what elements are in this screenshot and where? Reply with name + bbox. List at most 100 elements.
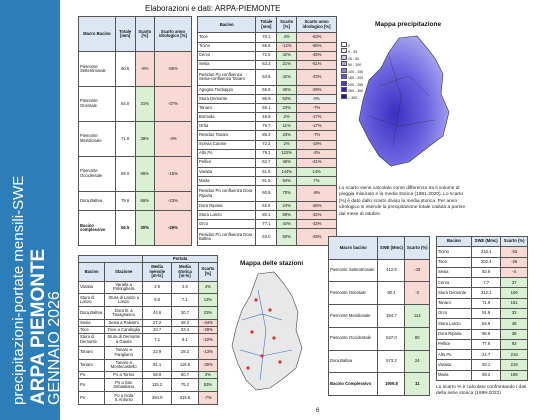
table-cell: -7% — [197, 391, 219, 405]
table-row: Sesia 63.3 21% -51% — [196, 59, 337, 70]
legend-item: 0 - 25 — [341, 48, 363, 54]
table-cell: -2 — [404, 281, 430, 306]
table-cell: Piemonte Meridionale — [327, 304, 379, 328]
table-cell: 71.9 — [471, 297, 502, 309]
table-cell: 66% — [134, 190, 155, 212]
table-cell: Piemonte Meridionale — [78, 120, 116, 157]
table-cell: 60.5 — [114, 50, 136, 87]
table-cell: -7% — [296, 130, 337, 141]
table-row: Maira 89.2 196 — [435, 369, 528, 382]
legend-swatch — [341, 74, 347, 80]
table-cell: -8% — [134, 50, 155, 87]
table-cell: 66.5 — [114, 210, 136, 246]
table-row: Stura Lanzo 84.9 46 — [435, 318, 528, 330]
table-cell: 21% — [276, 59, 298, 70]
basin-precip-table: Bacino Totale [mm] Scarto [%] Scarto anno i… — [196, 15, 337, 246]
table-cell: -21% — [296, 157, 337, 168]
table-cell: 60.8 — [255, 184, 278, 203]
table-row: Varaita Varaita a Polonghera 2.9 2.6 4% — [77, 280, 219, 295]
table-cell: 70.1 — [255, 32, 278, 43]
table-cell: Stura di Lanzo — [77, 293, 106, 308]
table-row: Tanaro 65.1 23% -7% — [196, 103, 337, 114]
legend-item: 100 - 150 — [341, 67, 363, 74]
table-cell: Piemonte Occidentale — [327, 326, 379, 351]
table-row: Dora Baltea Dora B. a Tavagnasco 44.6 30.7 2… — [77, 306, 219, 320]
table-row: Agogna Terdoppio 66.8 40% -29% — [196, 85, 337, 96]
table-cell: 4% — [276, 32, 298, 43]
table-cell: 44% — [276, 219, 298, 230]
table-cell: 84.9 — [471, 318, 502, 330]
table-cell: 64.0 — [114, 85, 136, 122]
table-cell: 82.6 — [471, 266, 502, 279]
table-cell: Bormida — [196, 112, 257, 123]
table-cell: Scrivia Curone — [196, 139, 257, 150]
table-cell: -13% — [197, 345, 219, 360]
table-row: Piemonte Occidentale 69.0 66% -16% — [78, 155, 193, 192]
table-cell: 53% — [197, 378, 219, 393]
table-cell: 7.1 — [142, 332, 173, 347]
table-row: Varaita 63.1 219 — [435, 359, 528, 371]
table-cell: 81.1 — [142, 358, 173, 373]
table-cell: 212.1 — [471, 287, 502, 299]
table-cell: 77.9 — [471, 338, 502, 351]
table-cell: 144% — [276, 166, 298, 177]
table-cell: Residuo Po confluenza Dora Baltea — [196, 228, 257, 246]
table-row: Alto Po 24.7 216 — [435, 349, 528, 361]
legend-swatch — [341, 67, 347, 73]
table-cell: -4% — [153, 120, 193, 157]
table-row: Pellice 62.7 46% -21% — [196, 157, 337, 168]
table-cell: 27.2 — [142, 318, 173, 327]
table-cell: 71.0 — [114, 120, 136, 157]
table-cell: 30.7 — [171, 306, 199, 320]
table-cell: 294.7 — [377, 304, 406, 328]
table-row: Pellice 77.9 93 — [435, 338, 528, 351]
table-row: Residuo Tanaro 85.3 23% -7% — [196, 130, 337, 141]
table-cell: Dora Baltea — [77, 306, 106, 320]
table-cell: Maira — [435, 369, 473, 382]
table-cell: -33% — [296, 219, 337, 230]
table-cell: 69% — [276, 210, 298, 221]
table-cell: -30% — [197, 358, 219, 373]
table-cell: 14% — [296, 166, 337, 177]
legend-swatch — [341, 42, 347, 47]
table-cell: Varaita a Polonghera — [104, 280, 144, 295]
table-cell: 315.6 — [171, 391, 199, 405]
table-cell: -63% — [296, 32, 337, 43]
table-cell: Toce — [435, 256, 473, 268]
table-cell: 60% — [276, 228, 298, 246]
table-cell: 8.0 — [142, 293, 173, 308]
table-cell: -44% — [197, 318, 219, 327]
table-row: Ticino 210.4 -53 — [435, 246, 528, 258]
precip-map-graphic — [358, 35, 450, 167]
table-cell: -23% — [296, 68, 337, 87]
table-cell: 66.8 — [255, 85, 278, 96]
macro-precip-table: Macro Bacino Totale [mm] Scarto [%] Scarto … — [78, 16, 193, 246]
table-header-cell: Totale [mm] — [114, 16, 136, 52]
table-cell: 56.9 — [255, 41, 278, 52]
table-row: Residuo Po confluenza Dora Riparia 60.8 70… — [196, 184, 337, 203]
table-cell: 91.9 — [471, 307, 502, 320]
table-row: Po Po a San Sebastiano 115.2 75.2 53% — [77, 378, 219, 393]
table-row: Piemonte Occidentale 537.0 80 — [327, 326, 430, 351]
table-header-cell: Macro bacino — [327, 236, 379, 260]
table-cell: 52.6 — [255, 201, 278, 212]
table-cell: 210.4 — [471, 246, 502, 258]
table-cell: Piemonte Orientale — [327, 281, 379, 306]
table-cell: 46% — [276, 157, 298, 168]
table-row: Maira 81.5 94% 7% — [196, 175, 337, 186]
table-cell: Sesia — [435, 266, 473, 279]
table-cell: 537.0 — [377, 326, 406, 351]
swe-macro-table: Macro bacino SWE (Mmc) Scarto (%) Piemonte … — [327, 236, 430, 396]
table-cell: Tanaro — [196, 103, 257, 114]
table-cell: 2.9 — [142, 280, 173, 295]
table-row: Stura di Lanzo Stura di Lanzo a Lanzo 8.0 7… — [77, 293, 219, 308]
table-header-row: Bacino SWE (Mmc) Scarto (%) — [435, 235, 528, 248]
table-cell: Residuo Po confluenza Dora Riparia — [196, 184, 257, 203]
table-cell: 122% — [276, 148, 298, 159]
table-cell: Toce — [196, 32, 257, 43]
table-cell: 94% — [276, 175, 298, 186]
table-cell: 23% — [276, 130, 298, 141]
table-cell: Sesia — [77, 318, 106, 327]
table-cell: Stura Demonte — [196, 94, 257, 105]
